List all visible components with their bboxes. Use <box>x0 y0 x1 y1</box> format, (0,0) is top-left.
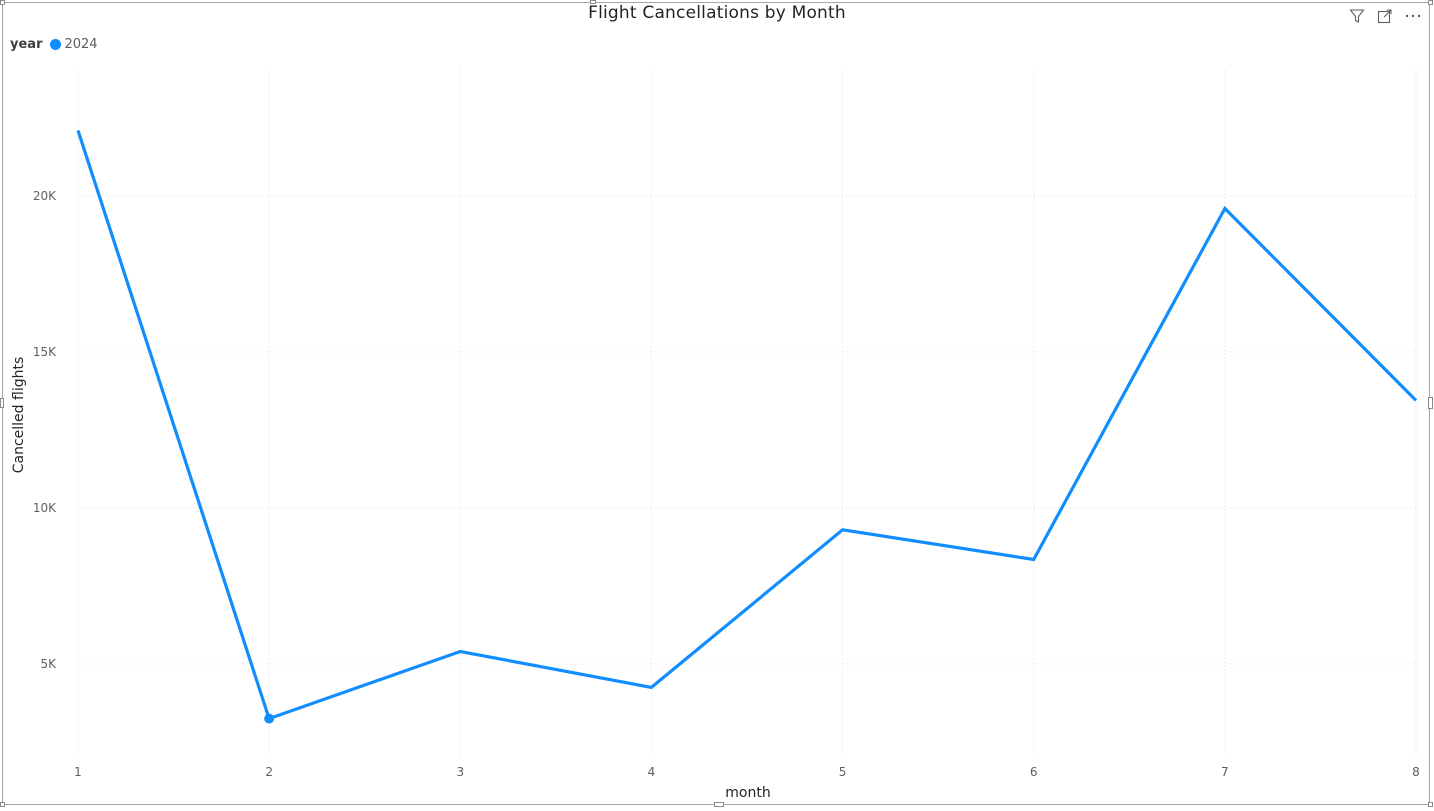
resize-handle-bottom-right[interactable] <box>1428 802 1433 807</box>
legend-item-label: 2024 <box>64 37 98 52</box>
x-tick-label: 2 <box>265 765 273 779</box>
series-2024 <box>76 130 1418 724</box>
y-tick-label: 15K <box>33 345 57 359</box>
x-tick-label: 7 <box>1221 765 1229 779</box>
resize-handle-top-right[interactable] <box>1428 0 1433 5</box>
x-tick-label: 6 <box>1030 765 1038 779</box>
visual-header <box>1348 6 1422 26</box>
resize-handle-bottom-left[interactable] <box>0 802 5 807</box>
resize-handle-top-left[interactable] <box>0 0 5 5</box>
more-options-icon[interactable] <box>1404 7 1422 25</box>
legend-title: year <box>10 37 43 52</box>
x-tick-label: 4 <box>648 765 656 779</box>
gridlines <box>77 70 1417 755</box>
resize-handle-right[interactable] <box>1428 397 1433 409</box>
x-tick-label: 1 <box>74 765 82 779</box>
series-line <box>76 130 1418 721</box>
data-point <box>264 713 275 724</box>
x-tick-label: 5 <box>839 765 847 779</box>
x-axis-title: month <box>725 785 770 801</box>
resize-handle-left[interactable] <box>0 398 4 408</box>
resize-handle-bottom[interactable] <box>714 802 724 807</box>
focus-mode-icon[interactable] <box>1376 7 1394 25</box>
chart-title: Flight Cancellations by Month <box>588 3 846 23</box>
filter-icon[interactable] <box>1348 7 1366 25</box>
y-axis-title: Cancelled flights <box>11 357 27 474</box>
y-tick-label: 10K <box>33 501 57 515</box>
legend: year 2024 <box>10 37 98 52</box>
resize-handle-top[interactable] <box>590 0 596 4</box>
x-tick-label: 3 <box>456 765 464 779</box>
x-tick-label: 8 <box>1412 765 1420 779</box>
axis-ticks: 1 2 3 4 5 6 7 8 5K 10K 15K 20K <box>33 189 1420 779</box>
y-tick-label: 20K <box>33 189 57 203</box>
y-tick-label: 5K <box>40 657 57 671</box>
legend-item-2024[interactable]: 2024 <box>50 37 98 52</box>
legend-marker-icon <box>50 39 62 50</box>
